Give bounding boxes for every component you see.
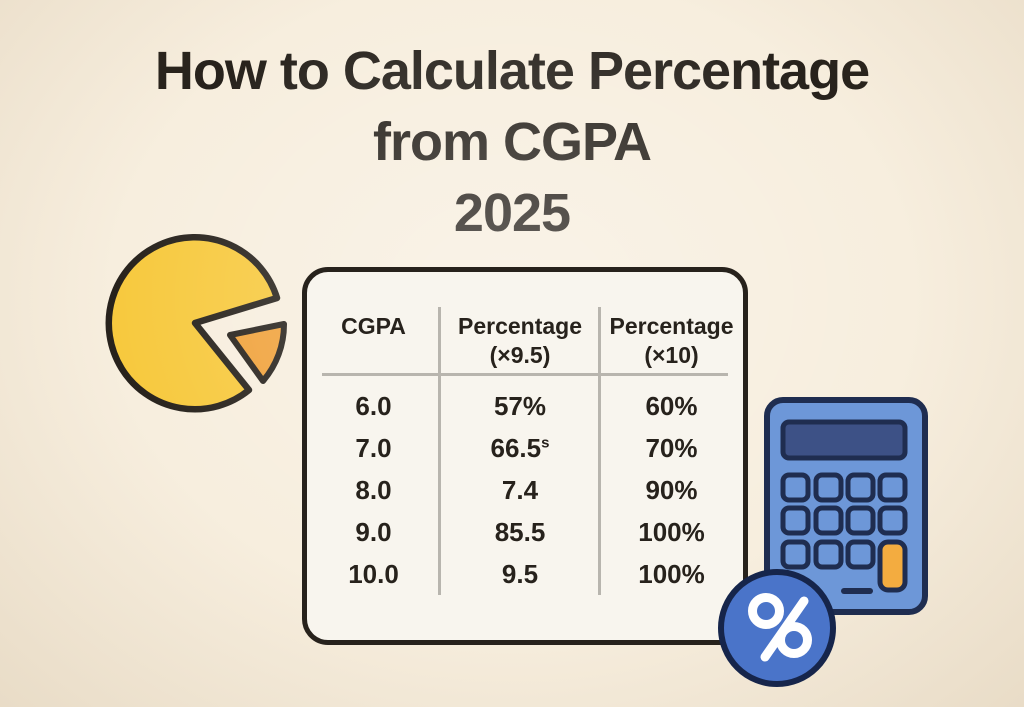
percentage-10-value: 90% — [645, 474, 698, 505]
header-line: Percentage — [457, 313, 582, 339]
pie-chart-icon — [105, 234, 288, 413]
percentage-10-value: 70% — [645, 432, 698, 463]
pie-slice — [227, 321, 288, 384]
calculator-screen — [780, 419, 908, 461]
percentage-10-value: 100% — [638, 558, 705, 589]
calculator-key — [813, 539, 844, 570]
title-line-2: from CGPA — [372, 112, 652, 172]
page-title: How to Calculate Percentage from CGPA 20… — [0, 36, 1024, 249]
percentage-95-value: 7.4 — [440, 475, 600, 506]
calculator-key-orange — [877, 539, 908, 593]
value-text: 57% — [493, 390, 547, 421]
cgpa-value: 8.0 — [355, 474, 392, 505]
title-line-1: How to Calculate Percentage — [154, 41, 870, 101]
calculator-key — [780, 539, 811, 570]
conversion-table-card: CGPA Percentage (×9.5) Percentage (×10) … — [302, 267, 748, 645]
cgpa-value: 7.0 — [355, 432, 392, 463]
calculator-key — [877, 505, 908, 536]
percentage-95-value: 57% — [440, 391, 600, 422]
calculator-key — [845, 505, 876, 536]
calculator-key — [813, 472, 844, 503]
table-row: 8.0 7.4 90% — [307, 469, 743, 511]
calculator-key — [845, 472, 876, 503]
column-divider — [598, 307, 601, 595]
calculator-key — [780, 472, 811, 503]
title-line-3: 2025 — [453, 183, 571, 243]
header-line: CGPA — [341, 313, 406, 339]
percent-top-ring — [748, 593, 784, 629]
table-row: 10.0 9.5 100% — [307, 553, 743, 595]
table-row: 9.0 85.5 100% — [307, 511, 743, 553]
cgpa-value: 6.0 — [355, 390, 392, 421]
pie-body — [105, 234, 281, 413]
percentage-95-value: 85.5 — [440, 517, 600, 548]
table-row: 7.0 66.5s 70% — [307, 427, 743, 469]
table-row: 6.0 57% 60% — [307, 385, 743, 427]
value-text: 9.5 — [501, 558, 539, 589]
percent-badge-icon — [718, 569, 836, 687]
column-header-percentage-10: Percentage (×10) — [600, 312, 743, 370]
cgpa-value: 9.0 — [355, 516, 392, 547]
table-body: 6.0 57% 60% 7.0 66.5s 70% 8.0 7.4 90% 9.… — [307, 385, 743, 595]
calculator-key — [877, 472, 908, 503]
header-line: Percentage — [609, 313, 734, 339]
value-text: 7.4 — [501, 474, 539, 505]
value-superscript: s — [541, 433, 550, 451]
calculator-key — [845, 539, 876, 570]
header-divider — [322, 373, 728, 376]
percentage-95-value: 66.5s — [440, 433, 600, 464]
header-line: (×9.5) — [489, 342, 551, 368]
percent-slash — [760, 596, 809, 662]
cgpa-value: 10.0 — [348, 558, 399, 589]
table-header: CGPA Percentage (×9.5) Percentage (×10) — [307, 312, 743, 370]
value-text: 85.5 — [494, 516, 546, 547]
percentage-95-value: 9.5 — [440, 559, 600, 590]
calculator-icon — [764, 397, 928, 615]
header-line: (×10) — [644, 342, 699, 368]
column-header-percentage-95: Percentage (×9.5) — [440, 312, 600, 370]
percentage-10-value: 60% — [645, 390, 698, 421]
percentage-10-value: 100% — [638, 516, 705, 547]
calculator-key — [780, 505, 811, 536]
value-text: 66.5 — [490, 432, 542, 463]
column-divider — [438, 307, 441, 595]
calculator-key — [813, 505, 844, 536]
badge-circle — [718, 569, 836, 687]
column-header-cgpa: CGPA — [307, 312, 440, 370]
